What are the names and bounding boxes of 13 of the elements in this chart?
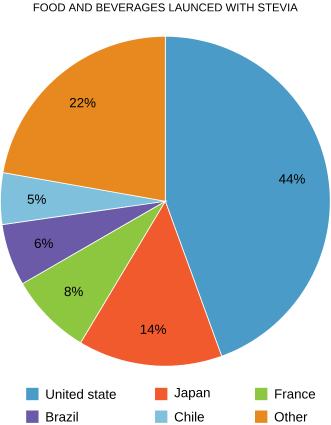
data-label: 6%: [34, 238, 54, 248]
legend-label: Chile: [174, 412, 204, 422]
legend-label: Japan: [174, 388, 210, 400]
chart-title: FOOD AND BEVERAGES LAUNCED WITH STEVIA: [34, 3, 298, 12]
legend-label: United state: [46, 389, 116, 399]
data-label: 44%: [279, 174, 306, 184]
data-label: 5%: [28, 194, 46, 204]
data-label: 22%: [70, 98, 96, 108]
data-label: 8%: [64, 286, 83, 296]
legend-label: Other: [274, 412, 308, 422]
data-label: 14%: [140, 324, 166, 334]
legend-label: France: [275, 389, 316, 399]
legend-label: Brazil: [46, 412, 78, 422]
